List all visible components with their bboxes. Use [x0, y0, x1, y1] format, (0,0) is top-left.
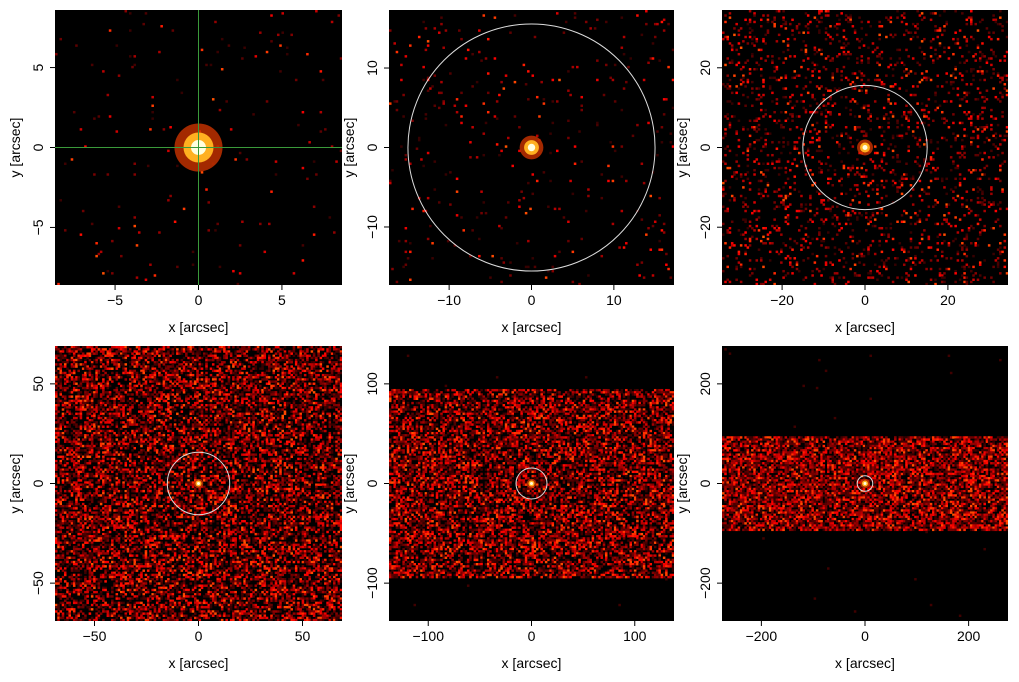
- panel-3-source-peak: [862, 145, 868, 150]
- panel-6-source-peak: [863, 482, 867, 485]
- panel-4-ylabel: y [arcsec]: [7, 454, 23, 514]
- panel-4-xtick-label: 50: [295, 628, 311, 644]
- panel-4-image: [55, 346, 342, 621]
- panel-2-xtick-label: 10: [606, 292, 622, 308]
- panel-1-ylabel: y [arcsec]: [7, 118, 23, 178]
- panel-2-ytick-label: −10: [364, 215, 380, 239]
- panel-4-ytick-label: −50: [30, 571, 46, 595]
- panel-3: −20 0 20 −20 0 20 x [arcsec] y [arcsec]: [674, 10, 1008, 335]
- panel-5-ytick-label: −100: [364, 567, 380, 599]
- panel-5-xlabel: x [arcsec]: [502, 655, 562, 671]
- panel-4-xlabel: x [arcsec]: [169, 655, 229, 671]
- panel-1-xlabel: x [arcsec]: [169, 319, 229, 335]
- panel-6: −200 0 200 −200 0 200 x [arcsec] y [arcsec]: [674, 346, 1008, 671]
- panel-6-xtick-label: 200: [957, 628, 981, 644]
- panel-4-ytick-label: 0: [30, 479, 46, 487]
- panel-2-ylabel: y [arcsec]: [341, 118, 357, 178]
- panel-3-aperture-circle: [802, 84, 928, 211]
- panel-5-ylabel: y [arcsec]: [341, 454, 357, 514]
- panel-3-xlabel: x [arcsec]: [835, 319, 895, 335]
- panel-1-ytick-label: 0: [30, 143, 46, 151]
- panel-2-source-peak: [527, 143, 536, 152]
- panel-6-image: [722, 348, 1008, 617]
- panel-6-xtick-label: 0: [861, 628, 869, 644]
- panel-2-xtick-label: 0: [528, 292, 536, 308]
- panel-6-aperture-circle: [856, 475, 874, 492]
- panel-2: −10 0 10 −10 0 10 x [arcsec] y [arcsec]: [341, 10, 674, 335]
- panel-5-ytick-label: 0: [364, 479, 380, 487]
- panel-4-ytick-label: 50: [30, 376, 46, 392]
- panel-5-aperture-circle: [515, 467, 548, 500]
- panel-2-ytick-label: 10: [364, 60, 380, 76]
- panel-5-source-peak: [530, 482, 533, 485]
- panel-4-source-peak: [197, 482, 200, 485]
- panel-3-xtick-label: −20: [770, 292, 794, 308]
- panel-5: −100 0 100 −100 0 100 x [arcsec] y [arcsec]: [341, 346, 674, 671]
- panel-1-xtick-label: −5: [107, 292, 123, 308]
- panel-6-ytick-label: 0: [697, 479, 713, 487]
- panel-1-ytick-label: 5: [30, 63, 46, 71]
- panel-3-image: [722, 10, 1008, 285]
- panel-5-xtick-label: −100: [412, 628, 444, 644]
- panel-6-xtick-label: −200: [746, 628, 778, 644]
- panel-4-xtick-label: −50: [83, 628, 107, 644]
- panel-1-xtick-label: 5: [278, 292, 286, 308]
- panel-5-xtick-label: 0: [528, 628, 536, 644]
- panel-1-xtick-label: 0: [195, 292, 203, 308]
- panel-3-ytick-label: −20: [697, 215, 713, 239]
- panel-4-xtick-label: 0: [195, 628, 203, 644]
- panel-3-xtick-label: 0: [861, 292, 869, 308]
- panel-2-aperture-circle: [407, 23, 656, 272]
- panel-5-ytick-label: 100: [364, 372, 380, 396]
- panel-2-image: [389, 10, 674, 285]
- panel-6-ytick-label: 200: [697, 372, 713, 396]
- panel-3-ytick-label: 0: [697, 143, 713, 151]
- panel-4: −50 0 50 −50 0 50 x [arcsec] y [arcsec]: [7, 346, 342, 671]
- panel-1: −5 0 5 −5 0 5 x [arcsec] y [arcsec]: [7, 10, 342, 335]
- panel-2-xtick-label: −10: [437, 292, 461, 308]
- panel-6-xlabel: x [arcsec]: [835, 655, 895, 671]
- panel-3-xtick-label: 20: [940, 292, 956, 308]
- panel-4-aperture-circle: [166, 451, 231, 516]
- panel-3-ylabel: y [arcsec]: [674, 118, 690, 178]
- panel-3-ytick-label: 20: [697, 60, 713, 76]
- panel-5-xtick-label: 100: [623, 628, 647, 644]
- panel-2-ytick-label: 0: [364, 143, 380, 151]
- panel-6-ylabel: y [arcsec]: [674, 454, 690, 514]
- panel-5-image: [389, 354, 674, 607]
- panel-2-xlabel: x [arcsec]: [502, 319, 562, 335]
- panel-6-ytick-label: −200: [697, 567, 713, 599]
- panel-1-ytick-label: −5: [30, 219, 46, 235]
